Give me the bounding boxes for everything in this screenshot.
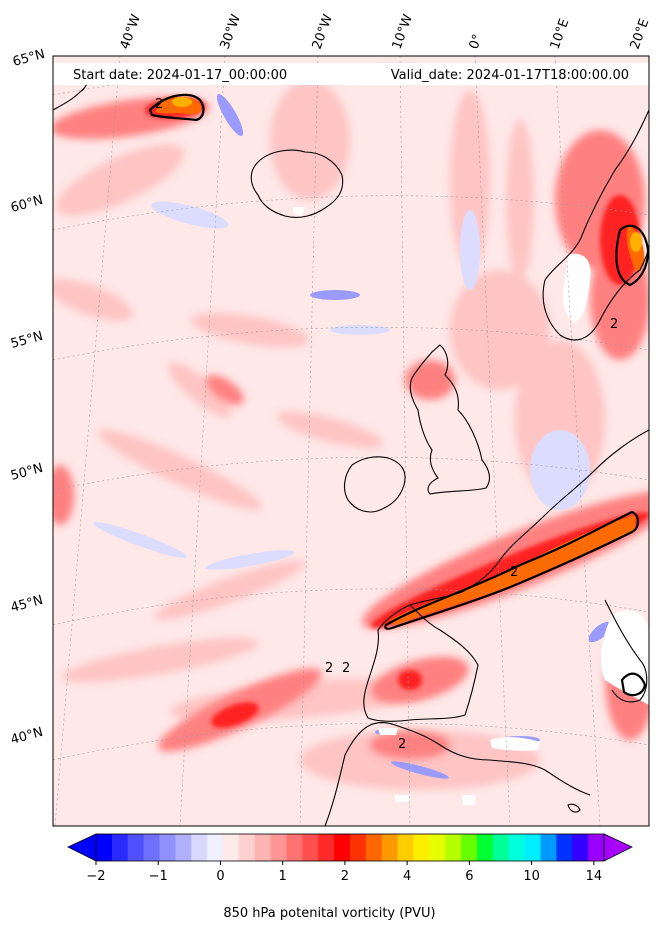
colorbar-cell — [159, 834, 176, 861]
colorbar-over-arrow — [603, 833, 633, 862]
colorbar-tick-label: 6 — [465, 869, 473, 884]
colorbar-cell — [111, 834, 129, 861]
map-field: 2 2 2 2 2 2 Start date: 2024-01-17_00:00… — [53, 56, 649, 826]
colorbar-under-arrow — [67, 833, 97, 862]
contour-label: 2 — [325, 661, 333, 676]
colorbar: −2 −1 0 1 2 4 6 10 14 — [67, 833, 633, 884]
colorbar-tick-label: 2 — [341, 869, 349, 884]
colorbar-cell — [350, 834, 367, 861]
colorbar-tick-label: 10 — [523, 869, 540, 884]
colorbar-cell — [397, 834, 415, 861]
colorbar-cell — [508, 834, 526, 861]
latitude-labels: 65°N 60°N 55°N 50°N 45°N 40°N — [9, 47, 47, 748]
pv-field-weak-negative — [92, 201, 590, 570]
lon-label: 10°E — [548, 17, 573, 52]
colorbar-ticks: −2 −1 0 1 2 4 6 10 14 — [86, 861, 602, 884]
colorbar-cell — [413, 834, 430, 861]
lon-label: 20°W — [310, 12, 336, 51]
pv-field-peak — [172, 97, 642, 252]
lat-label: 60°N — [9, 193, 45, 216]
colorbar-cell — [207, 834, 224, 861]
colorbar-cell — [572, 834, 589, 861]
colorbar-cell — [556, 834, 573, 861]
colorbar-cell — [540, 834, 557, 861]
contour-labels: 2 2 2 2 2 2 — [155, 97, 618, 752]
lat-label: 65°N — [11, 47, 47, 70]
lat-label: 40°N — [9, 725, 45, 748]
colorbar-tick-label: −1 — [149, 869, 168, 884]
colorbar-cell — [302, 834, 319, 861]
colorbar-cell — [143, 834, 161, 861]
lon-label: 0° — [467, 32, 486, 51]
map-frame — [52, 55, 650, 827]
colorbar-cell — [270, 834, 288, 861]
colorbar-cell — [334, 834, 351, 861]
colorbar-cell — [286, 834, 303, 861]
lon-label: 20°E — [628, 17, 653, 52]
contour-label: 2 — [610, 317, 618, 332]
colorbar-frame — [95, 833, 605, 862]
contour-label: 2 — [510, 565, 518, 580]
lat-label: 50°N — [9, 461, 45, 484]
colorbar-tick-label: −2 — [86, 869, 105, 884]
colorbar-label: 850 hPa potenital vorticity (PVU) — [223, 906, 436, 921]
colorbar-cell — [381, 834, 399, 861]
colorbar-cell — [127, 834, 145, 861]
valid-date: Valid_date: 2024-01-17T18:00:00.00 — [391, 68, 629, 83]
colorbar-cell — [254, 834, 272, 861]
lat-label: 45°N — [9, 593, 45, 616]
colorbar-cell — [445, 834, 462, 861]
longitude-labels: 40°W 30°W 20°W 10°W 0° 10°E 20°E — [118, 12, 653, 51]
start-date: Start date: 2024-01-17_00:00:00 — [73, 68, 287, 83]
colorbar-cell — [588, 834, 605, 861]
lon-label: 10°W — [390, 12, 416, 51]
colorbar-cell — [429, 834, 446, 861]
terrain-mask — [293, 207, 649, 805]
colorbar-tick-label: 0 — [216, 869, 224, 884]
colorbar-cells — [96, 834, 605, 861]
lon-label: 30°W — [218, 12, 244, 51]
header-strip — [53, 63, 649, 85]
colorbar-cell — [477, 834, 494, 861]
colorbar-cell — [318, 834, 335, 861]
colorbar-tick-label: 1 — [279, 869, 287, 884]
colorbar-cell — [365, 834, 383, 861]
colorbar-cell — [96, 834, 113, 861]
colorbar-cell — [461, 834, 478, 861]
colorbar-tick-label: 14 — [586, 869, 603, 884]
colorbar-cell — [492, 834, 510, 861]
graticule — [53, 56, 649, 826]
contour-label: 2 — [398, 737, 406, 752]
contour-label: 2 — [155, 97, 163, 112]
colorbar-tick-label: 4 — [403, 869, 411, 884]
colorbar-cell — [175, 834, 192, 861]
colorbar-cell — [238, 834, 256, 861]
contour-label: 2 — [342, 661, 350, 676]
colorbar-cell — [223, 834, 240, 861]
lon-label: 40°W — [118, 12, 144, 51]
colorbar-cell — [191, 834, 208, 861]
pv-2-contours — [148, 93, 649, 697]
colorbar-cell — [524, 834, 542, 861]
lat-label: 55°N — [9, 329, 45, 352]
